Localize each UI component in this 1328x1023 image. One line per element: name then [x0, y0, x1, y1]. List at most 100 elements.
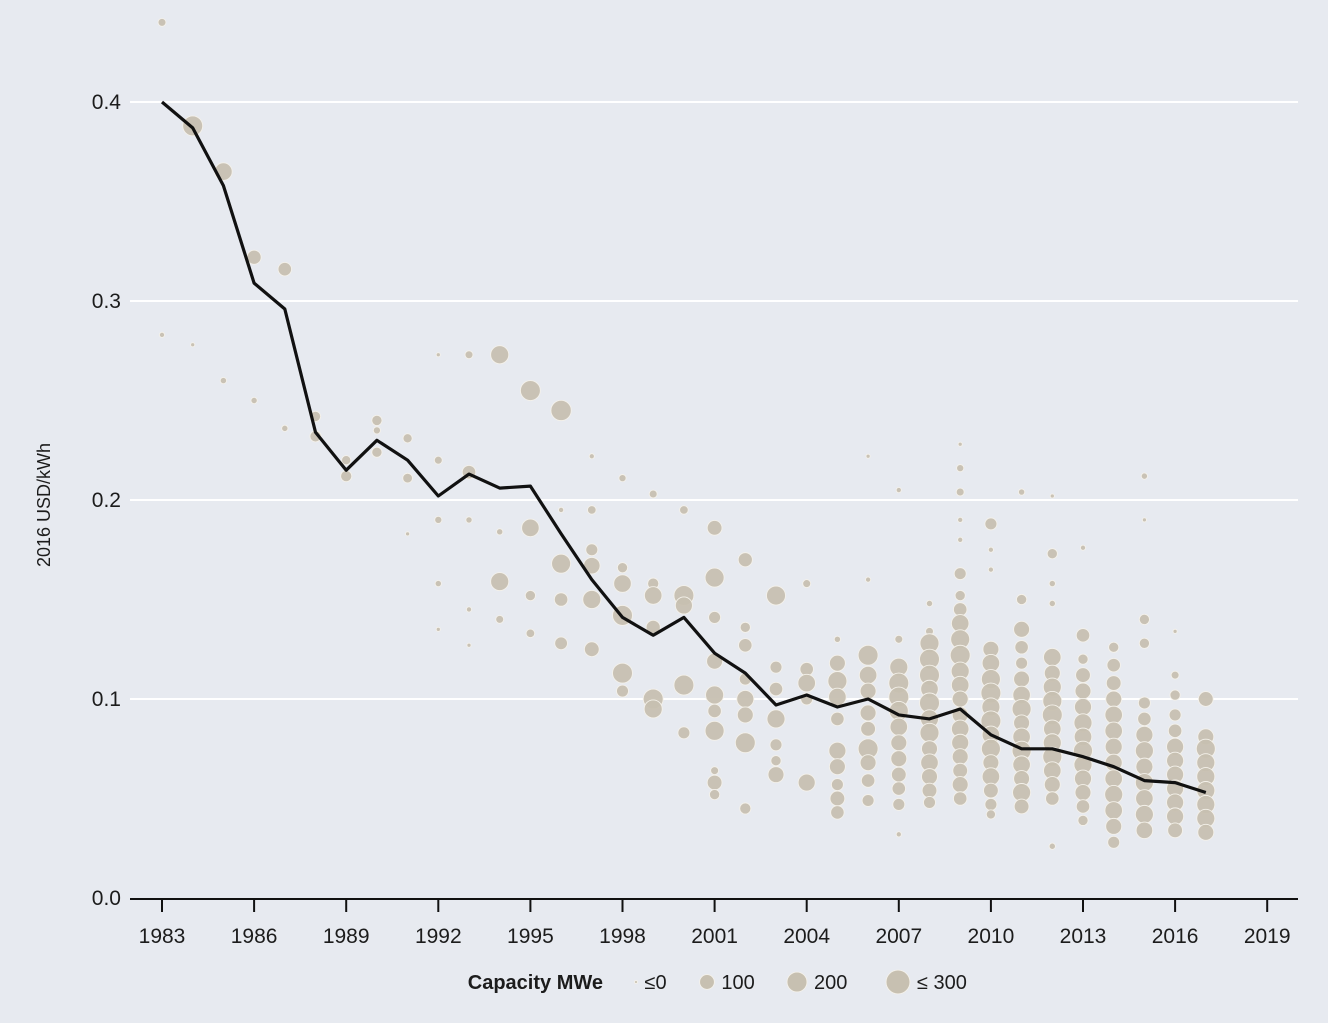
data-bubble — [648, 489, 658, 499]
data-bubble — [1074, 682, 1092, 700]
data-bubble — [951, 748, 969, 766]
data-bubble — [1104, 737, 1123, 756]
data-bubble — [956, 464, 965, 473]
data-bubble — [861, 794, 875, 807]
data-bubble — [894, 634, 904, 644]
legend-swatch — [699, 974, 715, 990]
data-bubble — [951, 776, 969, 794]
data-bubble — [1108, 641, 1120, 653]
data-bubble — [957, 536, 964, 543]
data-bubble — [766, 585, 786, 606]
x-tick-label: 2010 — [968, 925, 1015, 948]
legend-swatch — [786, 971, 808, 993]
data-bubble — [643, 586, 663, 605]
data-bubble — [1138, 637, 1150, 649]
data-bubble — [1197, 691, 1214, 707]
data-bubble — [1167, 822, 1183, 839]
data-bubble — [953, 567, 967, 581]
data-bubble — [1135, 821, 1154, 840]
data-bubble — [613, 574, 632, 593]
data-bubble — [465, 516, 473, 524]
data-bubble — [677, 726, 691, 740]
data-bubble — [1074, 697, 1092, 716]
data-bubble — [371, 414, 383, 426]
data-bubble — [829, 790, 846, 807]
data-bubble — [496, 528, 504, 536]
data-bubble — [802, 579, 812, 589]
legend-swatch — [885, 969, 911, 995]
data-bubble — [340, 470, 353, 483]
data-bubble — [1169, 689, 1181, 701]
data-bubble — [402, 433, 413, 444]
data-bubble — [464, 350, 474, 360]
data-bubble — [1106, 657, 1121, 673]
data-bubble — [490, 572, 510, 592]
data-bubble — [706, 774, 723, 791]
x-tick-label: 2001 — [691, 925, 738, 948]
data-bubble — [706, 520, 723, 536]
x-tick-label: 2016 — [1152, 925, 1199, 948]
data-bubble — [738, 638, 753, 653]
data-bubble — [895, 831, 902, 838]
data-bubble — [797, 773, 816, 792]
legend-label: ≤ 300 — [917, 972, 967, 994]
y-tick-label: 0.4 — [92, 91, 122, 114]
data-bubble — [859, 682, 877, 700]
y-axis: 0.0 0.1 0.2 0.3 0.4 — [92, 91, 122, 910]
data-bubble — [490, 345, 510, 365]
y-tick-label: 0.3 — [92, 290, 121, 313]
data-bubble — [828, 654, 846, 672]
data-bubble — [1048, 599, 1056, 608]
data-bubble — [1015, 656, 1029, 670]
data-bubble — [955, 487, 965, 497]
data-bubble — [1105, 675, 1122, 691]
data-bubble — [890, 734, 908, 752]
data-bubble — [1104, 721, 1123, 741]
data-bubble — [674, 596, 693, 615]
legend-label: ≤0 — [645, 972, 667, 994]
data-bubble — [1134, 741, 1154, 761]
x-tick-label: 1998 — [599, 925, 646, 948]
data-bubble — [402, 472, 413, 484]
data-bubble — [1075, 799, 1091, 814]
data-bubble — [1048, 579, 1056, 588]
data-bubble — [797, 673, 816, 693]
data-bubble — [734, 732, 756, 754]
data-bubble — [704, 567, 725, 588]
legend-label: 200 — [814, 972, 847, 994]
y-tick-label: 0.1 — [92, 688, 121, 711]
data-bubble — [736, 706, 754, 724]
data-bubble — [858, 665, 878, 685]
data-bubble — [957, 516, 964, 523]
data-bubble — [895, 487, 902, 494]
data-bubble — [1134, 804, 1154, 824]
data-bubble — [1077, 653, 1089, 665]
data-bubble — [865, 576, 872, 583]
data-bubble — [983, 782, 999, 799]
data-bubble — [372, 426, 381, 435]
data-bubble — [521, 518, 540, 538]
data-bubble — [157, 17, 167, 27]
data-bubble — [371, 446, 383, 458]
x-tick-label: 1983 — [139, 925, 186, 948]
bubble-series — [157, 17, 1216, 850]
data-bubble — [433, 455, 443, 465]
data-bubble — [1166, 807, 1185, 826]
data-bubble — [341, 455, 352, 466]
data-bubble — [616, 562, 629, 574]
average-line-series — [160, 100, 1207, 795]
average-line — [160, 100, 1207, 795]
data-bubble — [1049, 493, 1055, 499]
data-bubble — [1048, 842, 1056, 850]
data-bubble — [1104, 801, 1123, 820]
data-bubble — [588, 453, 595, 460]
x-tick-label: 2007 — [875, 925, 922, 948]
data-bubble — [1077, 814, 1089, 826]
data-bubble — [1075, 667, 1091, 683]
data-bubble — [830, 805, 845, 820]
data-bubble — [984, 517, 998, 531]
data-bubble — [1017, 488, 1026, 496]
data-bubble — [435, 626, 441, 632]
